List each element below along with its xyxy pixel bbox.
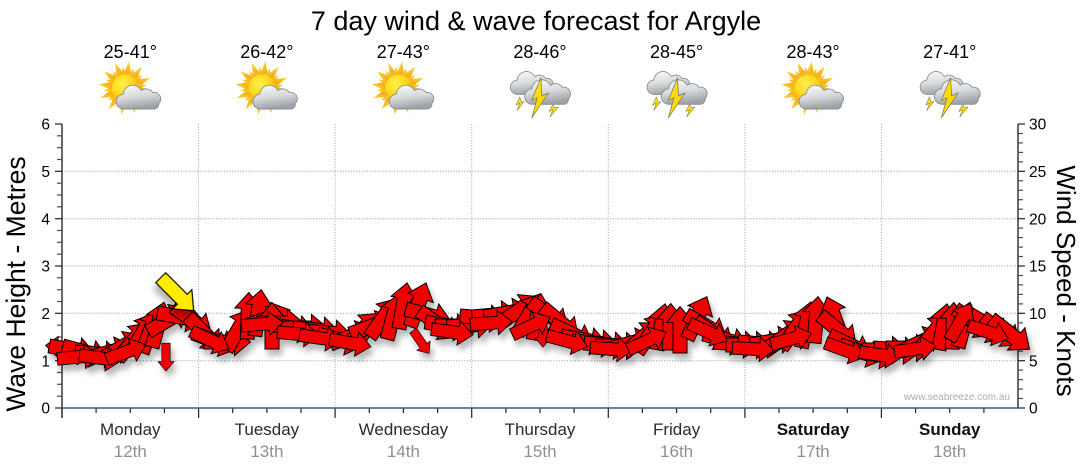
svg-text:20: 20 <box>1029 211 1047 228</box>
svg-text:5: 5 <box>1029 353 1038 370</box>
svg-text:17th: 17th <box>797 442 830 461</box>
svg-text:15: 15 <box>1029 259 1046 276</box>
svg-text:0: 0 <box>41 401 50 418</box>
svg-text:27-43°: 27-43° <box>377 42 430 62</box>
svg-text:15th: 15th <box>523 442 556 461</box>
svg-text:28-45°: 28-45° <box>650 42 703 62</box>
svg-text:Wednesday: Wednesday <box>359 420 449 439</box>
svg-text:1: 1 <box>41 353 50 370</box>
svg-text:27-41°: 27-41° <box>923 42 976 62</box>
svg-text:Tuesday: Tuesday <box>235 420 300 439</box>
svg-text:6: 6 <box>41 117 50 134</box>
svg-text:12th: 12th <box>114 442 147 461</box>
svg-text:28-43°: 28-43° <box>786 42 839 62</box>
svg-text:0: 0 <box>1029 401 1038 418</box>
svg-text:26-42°: 26-42° <box>240 42 293 62</box>
svg-text:www.seabreeze.com.au: www.seabreeze.com.au <box>903 392 1010 403</box>
svg-text:Thursday: Thursday <box>505 420 576 439</box>
svg-text:Wave Height - Metres: Wave Height - Metres <box>1 156 31 411</box>
svg-text:13th: 13th <box>250 442 283 461</box>
svg-text:2: 2 <box>41 306 50 323</box>
svg-text:Monday: Monday <box>100 420 161 439</box>
svg-text:Sunday: Sunday <box>919 420 981 439</box>
svg-text:3: 3 <box>41 259 50 276</box>
svg-text:7 day wind & wave forecast for: 7 day wind & wave forecast for Argyle <box>311 6 761 36</box>
svg-text:28-46°: 28-46° <box>513 42 566 62</box>
svg-text:4: 4 <box>41 211 50 228</box>
svg-text:10: 10 <box>1029 306 1047 323</box>
svg-text:5: 5 <box>41 164 50 181</box>
svg-text:16th: 16th <box>660 442 693 461</box>
svg-text:25-41°: 25-41° <box>104 42 157 62</box>
svg-text:30: 30 <box>1029 117 1047 134</box>
svg-text:25: 25 <box>1029 164 1046 181</box>
svg-text:Saturday: Saturday <box>777 420 850 439</box>
svg-text:Friday: Friday <box>653 420 701 439</box>
svg-text:Wind Speed - Knots: Wind Speed - Knots <box>1051 165 1080 396</box>
svg-text:14th: 14th <box>387 442 420 461</box>
svg-text:18th: 18th <box>933 442 966 461</box>
